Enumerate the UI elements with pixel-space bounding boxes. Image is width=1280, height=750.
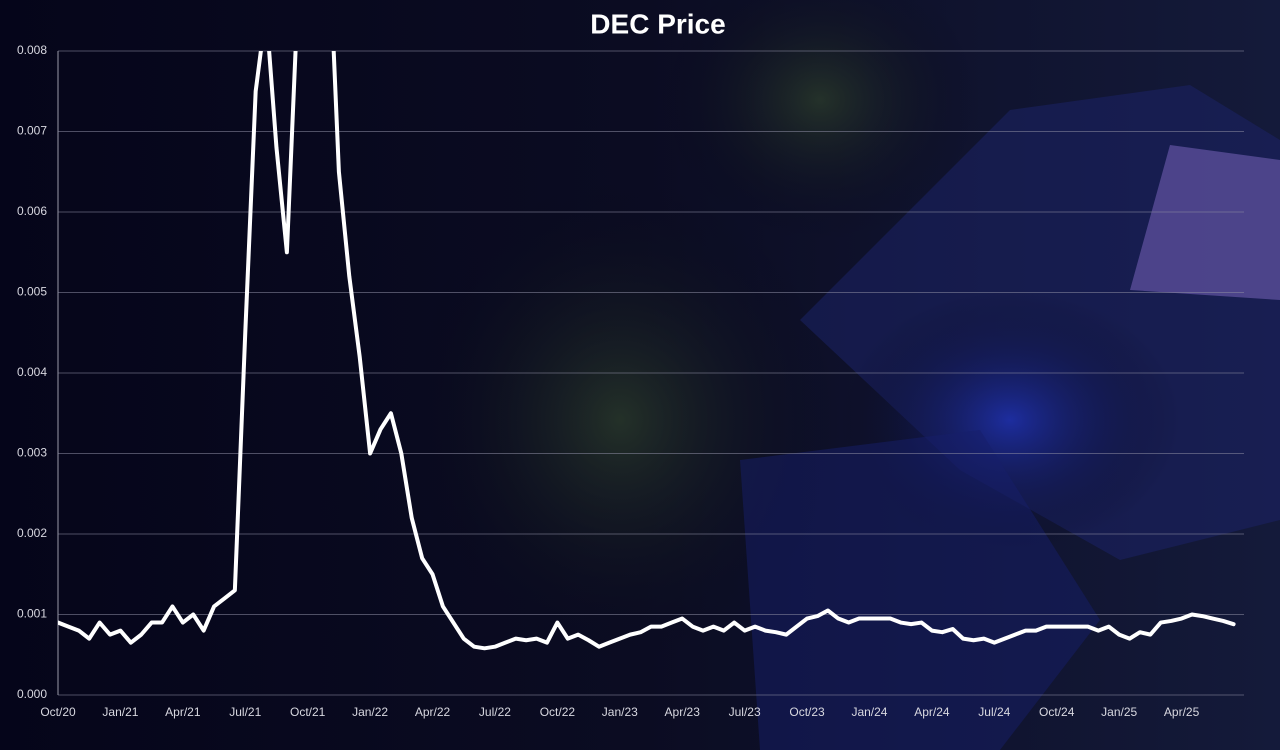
y-tick-label: 0.001 <box>17 607 47 621</box>
y-tick-label: 0.006 <box>17 204 47 218</box>
y-tick-label: 0.007 <box>17 124 47 138</box>
grid <box>58 50 1244 696</box>
background-shape <box>740 430 1100 750</box>
y-tick-label: 0.008 <box>17 43 47 57</box>
x-tick-label: Oct/24 <box>1039 705 1075 719</box>
x-tick-label: Jan/25 <box>1101 705 1137 719</box>
tick-labels: 0.000 0.001 0.002 0.003 0.004 0.005 0.006 0.007… <box>17 43 1200 719</box>
y-tick-label: 0.004 <box>17 365 47 379</box>
background-shape <box>1130 145 1280 300</box>
x-tick-label: Oct/21 <box>290 705 326 719</box>
plot-area <box>58 51 1236 651</box>
background-glow <box>400 180 840 660</box>
x-tick-label: Apr/25 <box>1164 705 1200 719</box>
y-tick-label: 0.005 <box>17 285 47 299</box>
x-tick-label: Oct/22 <box>540 705 576 719</box>
x-tick-label: Jul/24 <box>978 705 1010 719</box>
y-tick-label: 0.000 <box>17 687 47 701</box>
x-tick-label: Jan/23 <box>602 705 638 719</box>
x-tick-label: Oct/20 <box>40 705 76 719</box>
x-tick-label: Oct/23 <box>789 705 825 719</box>
x-tick-label: Apr/22 <box>415 705 451 719</box>
x-tick-label: Apr/24 <box>914 705 950 719</box>
x-tick-label: Jan/21 <box>102 705 138 719</box>
x-tick-label: Jan/22 <box>352 705 388 719</box>
x-tick-label: Jul/22 <box>479 705 511 719</box>
x-tick-label: Jan/24 <box>851 705 887 719</box>
x-tick-label: Jul/23 <box>729 705 761 719</box>
x-tick-label: Jul/21 <box>229 705 261 719</box>
y-tick-label: 0.003 <box>17 446 47 460</box>
background-glow <box>660 0 980 240</box>
x-tick-label: Apr/21 <box>165 705 201 719</box>
chart-title: DEC Price <box>590 8 725 39</box>
price-line <box>58 51 1236 651</box>
y-tick-label: 0.002 <box>17 526 47 540</box>
x-tick-label: Apr/23 <box>665 705 701 719</box>
